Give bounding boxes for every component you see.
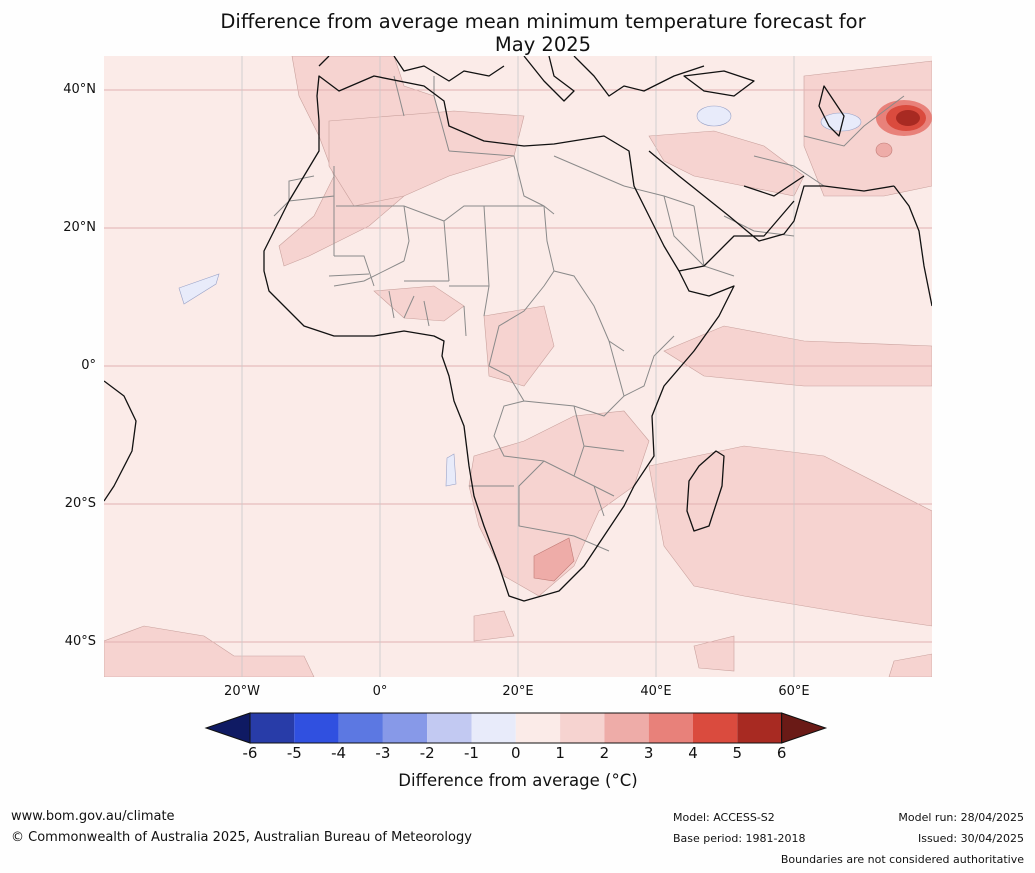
colorbar-frame <box>249 712 783 744</box>
coastline-south-america <box>104 380 137 502</box>
lon-label-0: 0° <box>372 684 388 699</box>
colorbar-tick-label: -5 <box>286 744 302 762</box>
colorbar-tick-label: -1 <box>464 744 479 762</box>
colorbar-segment <box>560 713 605 743</box>
anomaly-region-south-africa-warm <box>533 537 575 582</box>
footer-disclaimer: Boundaries are not considered authoritat… <box>780 853 1024 866</box>
colorbar-tick-label: 2 <box>599 744 610 762</box>
colorbar-tick-label: 3 <box>643 744 654 762</box>
footer-model-run: Model run: 28/04/2025 <box>898 811 1024 824</box>
anomaly-regions-negative <box>178 105 862 487</box>
colorbar-segment <box>693 713 738 743</box>
lon-label-20w: 20°W <box>224 684 260 699</box>
lon-label-20e: 20°E <box>502 684 534 699</box>
anomaly-region-west-africa <box>373 285 465 322</box>
footer-base-period: Base period: 1981-2018 <box>673 832 806 845</box>
lon-label-40e: 40°E <box>640 684 672 699</box>
lat-label-20s: 20°S <box>64 496 96 511</box>
colorbar-label: Difference from average (°C) <box>398 771 638 790</box>
anomaly-region-mediterranean-cool <box>696 105 732 127</box>
colorbar-segment <box>294 713 339 743</box>
footer-issued: Issued: 30/04/2025 <box>917 832 1024 845</box>
lat-label-40n: 40°N <box>63 82 96 97</box>
anomaly-region-himalaya-warm <box>875 142 893 158</box>
colorbar-tick-label: -4 <box>331 744 347 762</box>
colorbar-segment <box>648 713 693 743</box>
colorbar-segment <box>515 713 561 743</box>
coastline-caspian <box>818 85 845 137</box>
footer-copyright: © Commonwealth of Australia 2025, Austra… <box>11 830 472 845</box>
anomaly-region-north-africa <box>328 110 525 207</box>
anomaly-region-atlantic-cool <box>178 273 220 305</box>
coastline-europe <box>318 56 705 102</box>
anomaly-region-asia <box>803 60 932 197</box>
anomaly-region-indian-ocean-north <box>663 325 932 387</box>
hotspot-tibet <box>876 100 932 136</box>
anomaly-regions-1-2 <box>104 56 932 677</box>
lat-label-20n: 20°N <box>63 220 96 235</box>
colorbar-segment <box>737 713 782 743</box>
lat-label-0: 0° <box>81 358 96 373</box>
colorbar-segment <box>471 713 516 743</box>
colorbar-segment <box>250 713 295 743</box>
coastlines <box>104 56 932 602</box>
anomaly-region-south-atlantic <box>473 610 515 642</box>
colorbar-segment <box>338 713 383 743</box>
coastline-africa <box>263 75 735 602</box>
anomaly-regions-2-3 <box>533 142 893 582</box>
colorbar-tick-label: 5 <box>732 744 743 762</box>
lon-label-60e: 60°E <box>778 684 810 699</box>
country-boundaries <box>273 75 905 552</box>
anomaly-region-caspian-cool <box>820 112 862 132</box>
anomaly-region-south-indian-east <box>888 653 932 677</box>
colorbar-tick-label: 0 <box>511 744 521 762</box>
title-line-1: Difference from average mean minimum tem… <box>220 10 866 33</box>
colorbar-tick-label: -2 <box>419 744 435 762</box>
colorbar-segment <box>604 713 649 743</box>
coastline-black-sea <box>683 70 755 97</box>
coastline-arabia <box>648 150 895 272</box>
colorbar-extend-low <box>204 712 251 744</box>
colorbar-segment <box>382 713 428 743</box>
meridians <box>241 56 795 677</box>
colorbar-tick-label: 6 <box>776 744 787 762</box>
colorbar-tick-label: -6 <box>242 744 258 762</box>
map-title: Difference from average mean minimum tem… <box>100 10 986 56</box>
anomaly-region-south-indian <box>693 635 735 672</box>
coastline-madagascar <box>686 450 725 532</box>
colorbar-segment <box>427 713 472 743</box>
colorbar <box>204 712 828 744</box>
lat-label-40s: 40°S <box>64 634 96 649</box>
colorbar-tick-label: -3 <box>375 744 391 762</box>
title-line-2: May 2025 <box>494 33 592 56</box>
anomaly-region-south-atlantic-west <box>104 625 315 677</box>
colorbar-extend-high <box>781 712 828 744</box>
anomaly-map <box>104 56 932 677</box>
footer-site: www.bom.gov.au/climate <box>11 809 175 824</box>
colorbar-tick-label: 1 <box>555 744 565 762</box>
anomaly-region-south-atlantic-cool <box>445 453 457 487</box>
colorbar-tick-label: 4 <box>688 744 698 762</box>
coastline-india <box>893 185 932 307</box>
footer-model: Model: ACCESS-S2 <box>673 811 775 824</box>
